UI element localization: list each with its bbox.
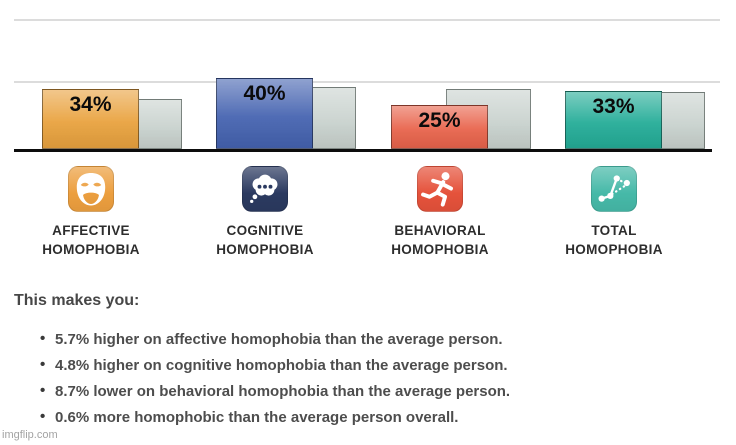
chart-group-cognitive: 40% COGNITIVE HOMOPHOBIA: [180, 0, 356, 445]
score-bar: 34%: [42, 89, 139, 149]
score-value: 25%: [418, 109, 461, 132]
results-list: 5.7% higher on affective homophobia than…: [40, 331, 510, 436]
score-value: 33%: [592, 95, 635, 118]
drama-mask-icon: [68, 166, 114, 212]
result-bullet: 8.7% lower on behavioral homophobia than…: [40, 383, 510, 400]
runner-icon: [417, 166, 463, 212]
top-divider: [14, 19, 720, 21]
score-value: 34%: [69, 93, 112, 116]
chart-group-behavioral: 25% BEHAVIORAL HOMOPHOBIA: [355, 0, 531, 445]
line-chart-icon: [591, 166, 637, 212]
category-label-cognitive: COGNITIVE HOMOPHOBIA: [216, 223, 314, 257]
category-label-total: TOTAL HOMOPHOBIA: [565, 223, 663, 257]
result-bullet: 4.8% higher on cognitive homophobia than…: [40, 357, 510, 374]
thought-bubble-icon: [242, 166, 288, 212]
score-bar: 25%: [391, 105, 488, 149]
category-label-affective: AFFECTIVE HOMOPHOBIA: [42, 223, 140, 257]
score-value: 40%: [243, 82, 286, 105]
results-heading: This makes you:: [14, 292, 140, 309]
chart-group-total: 33% TOTAL HOMOPHOBIA: [529, 0, 705, 445]
chart-gridline: [14, 81, 720, 83]
chart-baseline: [14, 149, 712, 152]
score-bar: 33%: [565, 91, 662, 149]
score-bar: 40%: [216, 78, 313, 149]
imgflip-watermark: imgflip.com: [2, 429, 58, 441]
result-bullet: 0.6% more homophobic than the average pe…: [40, 409, 510, 426]
result-bullet: 5.7% higher on affective homophobia than…: [40, 331, 510, 348]
category-label-behavioral: BEHAVIORAL HOMOPHOBIA: [391, 223, 489, 257]
chart-group-affective: 34% AFFECTIVE HOMOPHOBIA: [6, 0, 182, 445]
